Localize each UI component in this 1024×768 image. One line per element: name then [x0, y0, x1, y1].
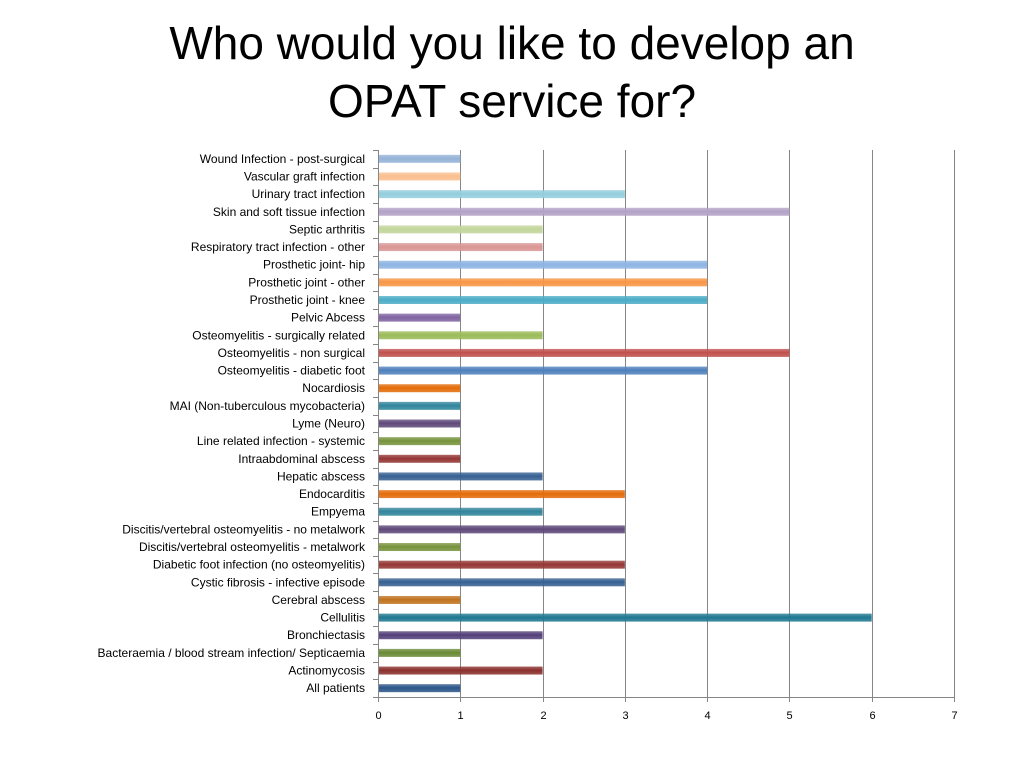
- category-label: Wound Infection - post-surgical: [200, 152, 365, 166]
- category-label: Actinomycosis: [288, 664, 365, 678]
- bar-29: [379, 666, 543, 675]
- bar-28: [379, 648, 461, 657]
- bar-1: [379, 172, 461, 181]
- category-label: Discitis/vertebral osteomyelitis - no me…: [122, 522, 366, 536]
- bar-5: [379, 243, 543, 252]
- x-tick-label: 0: [375, 710, 381, 722]
- category-label: Line related infection - systemic: [197, 434, 365, 448]
- category-label: Osteomyelitis - non surgical: [218, 346, 365, 360]
- bar-20: [379, 507, 543, 516]
- category-label: Nocardiosis: [302, 381, 365, 395]
- bar-4: [379, 225, 543, 234]
- category-label: Vascular graft infection: [244, 169, 365, 183]
- bar-24: [379, 578, 625, 587]
- x-tick-label: 3: [622, 710, 628, 722]
- bar-7: [379, 278, 708, 287]
- title-line-1: Who would you like to develop an: [169, 17, 855, 69]
- category-label: Lyme (Neuro): [292, 417, 365, 431]
- category-label: Discitis/vertebral osteomyelitis - metal…: [139, 540, 366, 554]
- category-label: Osteomyelitis - surgically related: [192, 328, 365, 342]
- category-label: Prosthetic joint - other: [248, 275, 365, 289]
- category-label: Cystic fibrosis - infective episode: [191, 575, 365, 589]
- tick-labels: 0 1 2 3 4 5 6 7: [375, 710, 957, 722]
- category-label: Septic arthritis: [289, 222, 365, 236]
- category-label: Pelvic Abcess: [291, 311, 365, 325]
- category-label: Intraabdominal abscess: [238, 452, 365, 466]
- title-line-2: OPAT service for?: [327, 75, 697, 127]
- category-label: All patients: [306, 681, 365, 695]
- bar-22: [379, 543, 461, 552]
- category-label: Respiratory tract infection - other: [191, 240, 365, 254]
- x-tick-label: 4: [704, 710, 710, 722]
- category-label: Prosthetic joint - knee: [250, 293, 366, 307]
- bar-21: [379, 525, 625, 534]
- x-tick-label: 5: [786, 710, 792, 722]
- bar-13: [379, 384, 461, 393]
- category-label: Hepatic abscess: [277, 469, 365, 483]
- category-label: Endocarditis: [299, 487, 365, 501]
- bar-23: [379, 560, 625, 569]
- bar-14: [379, 401, 461, 410]
- bar-3: [379, 207, 790, 216]
- category-label: Diabetic foot infection (no osteomyeliti…: [153, 558, 365, 572]
- bar-18: [379, 472, 543, 481]
- category-label: Bacteraemia / blood stream infection/ Se…: [98, 646, 366, 660]
- bar-8: [379, 295, 708, 304]
- category-label: Cellulitis: [320, 611, 365, 625]
- bar-10: [379, 331, 543, 340]
- bar-19: [379, 490, 625, 499]
- category-label: Cerebral abscess: [272, 593, 365, 607]
- axes: [373, 150, 955, 702]
- category-labels: Wound Infection - post-surgical Vascular …: [98, 152, 366, 695]
- bar-6: [379, 260, 708, 269]
- bar-16: [379, 437, 461, 446]
- bar-17: [379, 454, 461, 463]
- x-tick-label: 7: [951, 710, 957, 722]
- bar-0: [379, 154, 461, 163]
- bar-12: [379, 366, 708, 375]
- bar-11: [379, 348, 790, 357]
- bar-15: [379, 419, 461, 428]
- category-label: Empyema: [311, 505, 365, 519]
- category-label: Urinary tract infection: [252, 187, 365, 201]
- bar-30: [379, 684, 461, 693]
- bar-9: [379, 313, 461, 322]
- x-tick-label: 2: [540, 710, 546, 722]
- x-tick-label: 6: [869, 710, 875, 722]
- category-label: MAI (Non-tuberculous mycobacteria): [170, 399, 365, 413]
- bar-2: [379, 190, 625, 199]
- slide-title: Who would you like to develop an OPAT se…: [0, 14, 1024, 130]
- gridlines: [460, 150, 955, 697]
- bars: [379, 154, 872, 693]
- bar-26: [379, 613, 872, 622]
- x-tick-label: 1: [457, 710, 463, 722]
- category-label: Osteomyelitis - diabetic foot: [218, 364, 366, 378]
- category-label: Prosthetic joint- hip: [263, 258, 365, 272]
- bar-25: [379, 595, 461, 604]
- bar-27: [379, 631, 543, 640]
- category-label: Bronchiectasis: [287, 628, 365, 642]
- category-label: Skin and soft tissue infection: [213, 205, 365, 219]
